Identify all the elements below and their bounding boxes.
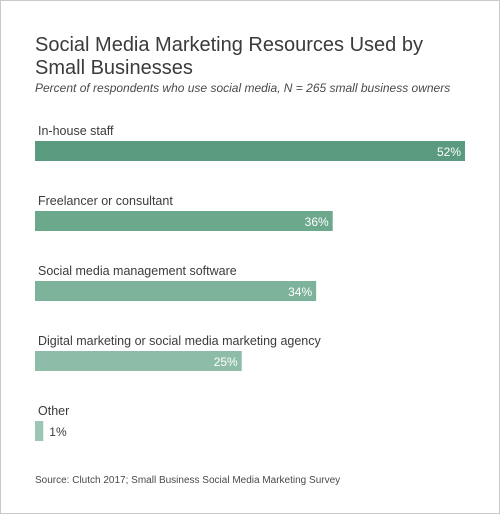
bar [35, 281, 317, 301]
category-label: Social media management software [38, 264, 237, 278]
category-label: In-house staff [38, 124, 114, 138]
category-label: Digital marketing or social media market… [38, 334, 322, 348]
value-label: 36% [305, 215, 329, 229]
bar [35, 421, 44, 441]
bar [35, 141, 465, 161]
value-label: 1% [49, 425, 67, 439]
chart-subtitle: Percent of respondents who use social me… [35, 81, 451, 95]
category-label: Freelancer or consultant [38, 194, 173, 208]
value-label: 34% [288, 285, 312, 299]
category-label: Other [38, 404, 69, 418]
bar [35, 351, 242, 371]
value-label: 52% [437, 145, 461, 159]
chart-title: Social Media Marketing Resources Used by… [35, 34, 423, 79]
value-label: 25% [214, 355, 238, 369]
bar [35, 211, 333, 231]
chart-source: Source: Clutch 2017; Small Business Soci… [35, 475, 341, 486]
